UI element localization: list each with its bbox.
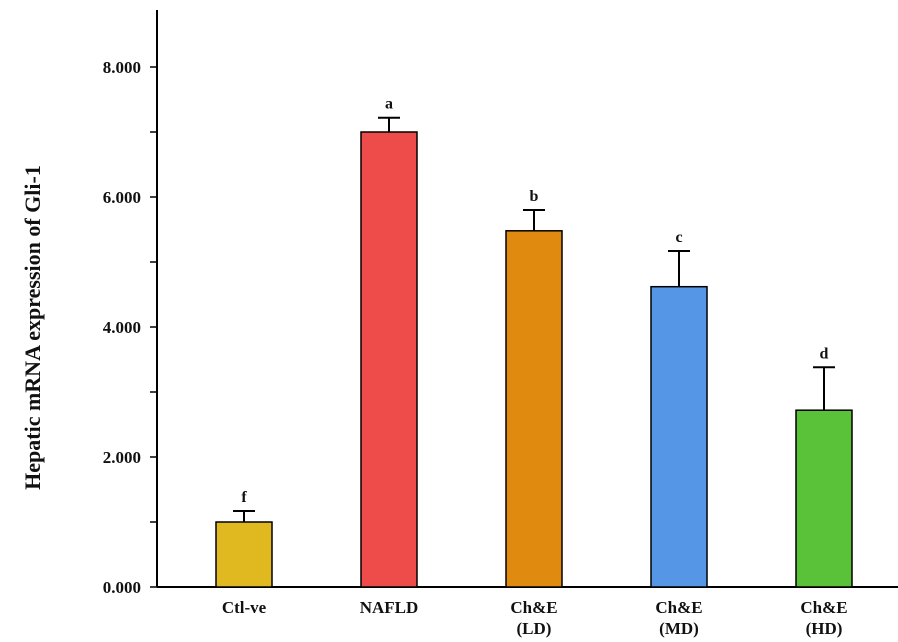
x-tick-label-1: NAFLD [360, 598, 419, 617]
bar-2 [505, 230, 563, 588]
y-tick-label: 8.000 [103, 58, 141, 77]
y-axis-ticks: 0.000 2.000 4.000 6.000 8.000 [103, 58, 157, 597]
x-tick-label-2: Ch&E (LD) [510, 598, 557, 638]
x-tick-label-3: Ch&E (MD) [655, 598, 702, 638]
y-tick-label: 6.000 [103, 188, 141, 207]
significance-label-0: f [241, 489, 247, 506]
x-axis-labels: Ctl-ve NAFLD Ch&E (LD) Ch&E (MD) Ch&E (HD) [222, 598, 848, 638]
bar-3 [650, 285, 708, 588]
bar-0 [215, 521, 273, 588]
significance-label-2: b [530, 188, 539, 205]
bar-4 [795, 409, 853, 588]
bar-1 [360, 131, 418, 588]
x-tick-label-4: Ch&E (HD) [800, 598, 847, 638]
significance-label-4: d [820, 345, 829, 362]
x-tick-label-0: Ctl-ve [222, 598, 267, 617]
y-tick-label: 2.000 [103, 448, 141, 467]
y-axis-title: Hepatic mRNA expression of Gli-1 [20, 165, 45, 490]
y-tick-label: 4.000 [103, 318, 141, 337]
y-tick-label: 0.000 [103, 578, 141, 597]
significance-label-3: c [675, 229, 682, 246]
bars-group: f a b c d [215, 96, 853, 588]
significance-label-1: a [385, 96, 393, 113]
